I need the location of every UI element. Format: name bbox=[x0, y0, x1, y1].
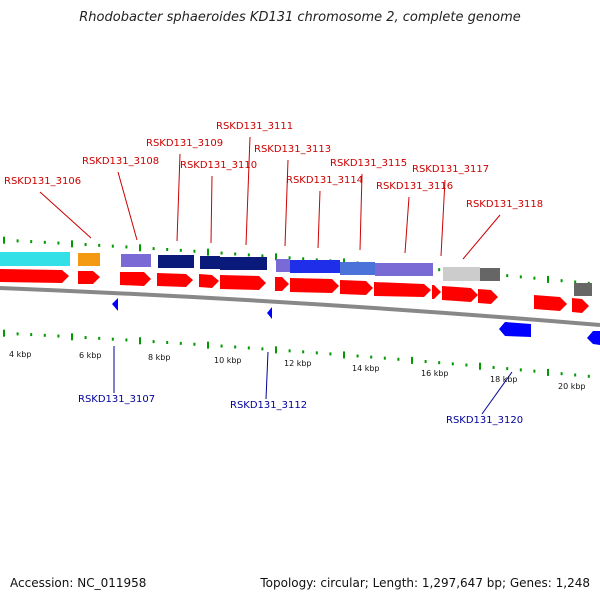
leader-lines bbox=[39, 136, 513, 415]
feature-box[interactable] bbox=[158, 255, 194, 268]
gene-label-plus[interactable]: RSKD131_3108 bbox=[82, 156, 159, 167]
gene-label-plus[interactable]: RSKD131_3114 bbox=[286, 175, 363, 186]
gene-label-plus[interactable]: RSKD131_3109 bbox=[146, 138, 223, 149]
ticks-bottom bbox=[3, 329, 590, 378]
leader-line bbox=[245, 136, 251, 246]
cds-arrow[interactable] bbox=[432, 285, 441, 299]
accession-text: Accession: NC_011958 bbox=[10, 576, 147, 590]
cds-arrow[interactable] bbox=[478, 289, 498, 304]
leader-line bbox=[481, 371, 513, 415]
scale-label: 18 kbp bbox=[490, 375, 518, 384]
scale-label: 10 kbp bbox=[214, 356, 242, 365]
cds-arrow[interactable] bbox=[120, 272, 151, 286]
cds-arrow[interactable] bbox=[340, 280, 373, 295]
cds-arrow-minus[interactable] bbox=[499, 322, 531, 337]
leader-line bbox=[265, 351, 269, 400]
cds-arrow[interactable] bbox=[290, 278, 339, 293]
cds-arrow[interactable] bbox=[374, 282, 431, 297]
gene-label-minus[interactable]: RSKD131_3107 bbox=[78, 394, 155, 405]
gene-label-plus[interactable]: RSKD131_3113 bbox=[254, 144, 331, 155]
leader-line bbox=[176, 153, 181, 242]
gene-label-plus[interactable]: RSKD131_3106 bbox=[4, 176, 81, 187]
backbone-line bbox=[0, 286, 600, 327]
gene-label-plus[interactable]: RSKD131_3118 bbox=[466, 199, 543, 210]
leader-line bbox=[117, 171, 138, 241]
cds-arrow[interactable] bbox=[157, 273, 193, 287]
gene-label-plus[interactable]: RSKD131_3115 bbox=[330, 158, 407, 169]
leader-line bbox=[359, 173, 363, 251]
cds-arrow-minus[interactable] bbox=[112, 298, 118, 311]
scale-label: 4 kbp bbox=[9, 350, 31, 359]
feature-box[interactable] bbox=[78, 253, 100, 266]
feature-box[interactable] bbox=[200, 256, 220, 269]
cds-arrow-minus[interactable] bbox=[587, 331, 600, 345]
scale-label: 16 kbp bbox=[421, 369, 449, 378]
feature-box[interactable] bbox=[290, 260, 340, 273]
feature-box[interactable] bbox=[340, 262, 375, 275]
cds-arrow[interactable] bbox=[78, 271, 100, 284]
feature-box[interactable] bbox=[443, 267, 480, 281]
leader-line bbox=[317, 190, 321, 249]
cds-arrow[interactable] bbox=[442, 286, 478, 302]
gene-label-plus[interactable]: RSKD131_3111 bbox=[216, 121, 293, 132]
feature-box[interactable] bbox=[0, 252, 70, 266]
feature-box[interactable] bbox=[220, 257, 267, 270]
scale-label: 14 kbp bbox=[352, 364, 380, 373]
scale-label: 6 kbp bbox=[79, 351, 101, 360]
leader-line bbox=[284, 159, 289, 247]
map-title: Rhodobacter sphaeroides KD131 chromosome… bbox=[79, 10, 521, 25]
feature-box[interactable] bbox=[574, 283, 592, 296]
gene-label-plus[interactable]: RSKD131_3110 bbox=[180, 160, 257, 171]
feature-box[interactable] bbox=[375, 263, 433, 276]
cds-arrow[interactable] bbox=[275, 277, 289, 291]
scale-label: 12 kbp bbox=[284, 359, 312, 368]
leader-line bbox=[462, 214, 501, 260]
leader-line bbox=[440, 179, 446, 257]
feature-box[interactable] bbox=[480, 268, 500, 281]
gene-label-plus[interactable]: RSKD131_3117 bbox=[412, 164, 489, 175]
gene-label-minus[interactable]: RSKD131_3112 bbox=[230, 400, 307, 411]
feature-box[interactable] bbox=[276, 259, 290, 272]
feature-box[interactable] bbox=[121, 254, 151, 267]
scale-labels: 4 kbp 6 kbp 8 kbp 10 kbp 12 kbp 14 kbp 16 kbp 1… bbox=[9, 350, 586, 391]
leader-line bbox=[210, 175, 213, 244]
cds-arrow[interactable] bbox=[199, 274, 219, 288]
genome-summary-text: Topology: circular; Length: 1,297,647 bp… bbox=[260, 576, 590, 590]
cds-arrow[interactable] bbox=[534, 295, 567, 311]
leader-line bbox=[39, 191, 92, 239]
scale-label: 8 kbp bbox=[148, 353, 170, 362]
cds-arrow[interactable] bbox=[0, 269, 69, 283]
cds-arrow[interactable] bbox=[572, 298, 589, 313]
cds-arrow-minus[interactable] bbox=[267, 307, 272, 319]
gene-label-minus[interactable]: RSKD131_3120 bbox=[446, 415, 523, 426]
cds-arrow[interactable] bbox=[220, 275, 266, 290]
feature-track bbox=[0, 252, 592, 296]
leader-line bbox=[404, 196, 410, 254]
gene-label-plus[interactable]: RSKD131_3116 bbox=[376, 181, 453, 192]
cds-minus-track bbox=[112, 298, 600, 345]
scale-label: 20 kbp bbox=[558, 382, 586, 391]
cds-plus-track bbox=[0, 269, 589, 313]
